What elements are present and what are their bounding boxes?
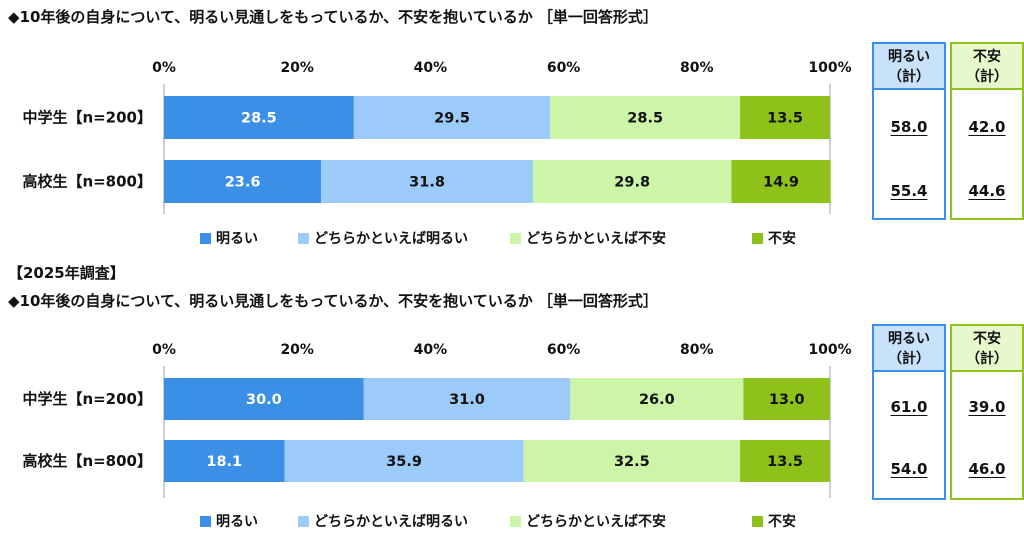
anxious-total-header: 不安 （計） bbox=[952, 326, 1022, 372]
legend-label: 明るい bbox=[216, 514, 258, 530]
bright-total-value: 54.0 bbox=[890, 460, 928, 478]
bar-segment bbox=[570, 378, 744, 420]
legend-label: どちらかといえば不安 bbox=[526, 230, 666, 247]
x-tick-label: 80% bbox=[680, 342, 714, 358]
data-label: 26.0 bbox=[639, 392, 675, 408]
bright-total-value: 61.0 bbox=[890, 398, 928, 416]
x-tick-label: 80% bbox=[680, 60, 714, 76]
anxious-total-value: 42.0 bbox=[968, 118, 1006, 136]
x-tick-label: 100% bbox=[808, 342, 851, 358]
legend-swatch bbox=[752, 516, 763, 527]
bright-total-value: 55.4 bbox=[890, 182, 928, 200]
data-label: 30.0 bbox=[246, 392, 282, 408]
bar-segment bbox=[523, 440, 741, 482]
legend-swatch bbox=[298, 233, 309, 244]
data-label: 29.5 bbox=[434, 111, 470, 127]
anxious-total-header-line2: （計） bbox=[966, 351, 1008, 367]
legend-swatch bbox=[752, 233, 763, 244]
panel-1-chart: 0% 20% 40% 60% 80% 100% 中学生【n=200】 28.5 29.5 28.5… bbox=[22, 60, 851, 247]
x-tick-label: 100% bbox=[808, 60, 851, 76]
anxious-total-value: 46.0 bbox=[968, 460, 1006, 478]
x-tick-label: 40% bbox=[414, 60, 448, 76]
bright-total-header-line2: （計） bbox=[888, 69, 930, 85]
data-label: 31.8 bbox=[409, 175, 445, 191]
legend-label: どちらかといえば明るい bbox=[314, 231, 468, 247]
category-label: 中学生【n=200】 bbox=[22, 390, 152, 408]
data-label: 14.9 bbox=[763, 175, 799, 191]
data-label: 29.8 bbox=[614, 175, 650, 191]
anxious-total-value: 44.6 bbox=[968, 182, 1006, 200]
bar-segment bbox=[164, 440, 285, 482]
legend-label: 不安 bbox=[768, 230, 796, 247]
bright-total-header: 明るい （計） bbox=[874, 44, 944, 90]
panel-2-title: ◆10年後の自身について、明るい見通しをもっているか、不安を抱いているか ［単一… bbox=[8, 292, 658, 310]
bar-segment bbox=[164, 96, 354, 139]
bar-segment bbox=[532, 160, 732, 203]
x-tick-label: 40% bbox=[414, 342, 448, 358]
panel-2-year-label: 【2025年調査】 bbox=[8, 264, 125, 282]
legend-label: 明るい bbox=[216, 231, 258, 247]
bar-segment bbox=[550, 96, 741, 139]
bright-total-header: 明るい （計） bbox=[874, 326, 944, 372]
x-tick-label: 20% bbox=[280, 342, 314, 358]
x-tick-label: 0% bbox=[152, 342, 176, 358]
legend-swatch bbox=[298, 516, 309, 527]
bar-segment bbox=[731, 160, 831, 203]
category-label: 高校生【n=800】 bbox=[22, 452, 152, 470]
legend-swatch bbox=[510, 516, 521, 527]
anxious-total-header: 不安 （計） bbox=[952, 44, 1022, 90]
legend-swatch bbox=[200, 233, 211, 244]
panel-1-anxious-summary: 不安 （計） 42.0 44.6 bbox=[950, 42, 1024, 220]
data-label: 31.0 bbox=[449, 392, 485, 408]
legend-label: 不安 bbox=[768, 513, 796, 530]
data-label: 32.5 bbox=[614, 454, 650, 470]
data-label: 35.9 bbox=[386, 454, 422, 470]
anxious-total-header-line1: 不安 bbox=[973, 49, 1001, 65]
legend-label: どちらかといえば不安 bbox=[526, 513, 666, 530]
legend-swatch bbox=[510, 233, 521, 244]
bar-segment bbox=[363, 378, 571, 420]
anxious-total-header-line2: （計） bbox=[966, 69, 1008, 85]
category-label: 高校生【n=800】 bbox=[22, 173, 152, 191]
bright-total-header-line1: 明るい bbox=[888, 331, 930, 347]
bar-segment bbox=[164, 378, 364, 420]
x-tick-label: 60% bbox=[547, 342, 581, 358]
bar-segment bbox=[740, 440, 830, 482]
data-label: 28.5 bbox=[627, 111, 663, 127]
data-label: 13.5 bbox=[767, 454, 803, 470]
panel-1-bright-summary: 明るい （計） 58.0 55.4 bbox=[872, 42, 946, 220]
panel-2-chart: 0% 20% 40% 60% 80% 100% 中学生【n=200】 30.0 31.0 26.0… bbox=[22, 342, 851, 530]
bar-segment bbox=[321, 160, 533, 203]
category-label: 中学生【n=200】 bbox=[22, 109, 152, 127]
panel-1-title: ◆10年後の自身について、明るい見通しをもっているか、不安を抱いているか ［単一… bbox=[8, 8, 658, 26]
panel-2-anxious-summary: 不安 （計） 39.0 46.0 bbox=[950, 324, 1024, 500]
bright-total-header-line1: 明るい bbox=[888, 49, 930, 65]
panel-2-bright-summary: 明るい （計） 61.0 54.0 bbox=[872, 324, 946, 500]
legend-label: どちらかといえば明るい bbox=[314, 514, 468, 530]
anxious-total-header-line1: 不安 bbox=[973, 331, 1001, 347]
data-label: 13.5 bbox=[767, 111, 803, 127]
bar-segment bbox=[740, 96, 830, 139]
x-tick-label: 60% bbox=[547, 60, 581, 76]
data-label: 13.0 bbox=[769, 392, 805, 408]
data-label: 18.1 bbox=[206, 454, 242, 470]
x-tick-label: 20% bbox=[280, 60, 314, 76]
anxious-total-value: 39.0 bbox=[968, 398, 1006, 416]
bar-segment bbox=[164, 160, 322, 203]
data-label: 28.5 bbox=[241, 111, 277, 127]
x-tick-label: 0% bbox=[152, 60, 176, 76]
bar-segment bbox=[284, 440, 524, 482]
bright-total-value: 58.0 bbox=[890, 118, 928, 136]
bar-segment bbox=[743, 378, 830, 420]
legend-swatch bbox=[200, 516, 211, 527]
bar-segment bbox=[353, 96, 551, 139]
data-label: 23.6 bbox=[225, 175, 261, 191]
bright-total-header-line2: （計） bbox=[888, 351, 930, 367]
